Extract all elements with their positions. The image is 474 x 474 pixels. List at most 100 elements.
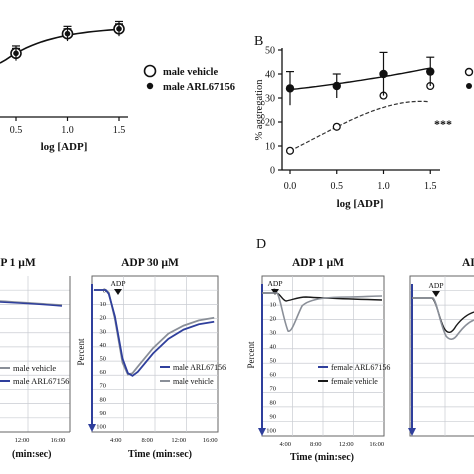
panel-d1-y-tick-label: 60 xyxy=(270,372,277,379)
panel-b-significance: *** xyxy=(434,117,452,131)
panel-a-ticks: 0.5 1.0 1.5 xyxy=(10,117,126,136)
panel-c2-xlabel: Time (min:sec) xyxy=(128,449,192,460)
legend-label-male-arl: male ARL67156 xyxy=(173,363,226,372)
panel-d1-xlabel: Time (min:sec) xyxy=(290,452,354,463)
legend-label-female-arl: female ARL67156 xyxy=(331,363,390,372)
panel-b-fit-curve-filled xyxy=(289,67,429,91)
panel-a-legend: male vehicle male ARL67156 xyxy=(143,64,235,93)
panel-a-point-male-arl xyxy=(64,30,71,37)
panel-b-y-tick-label: 10 xyxy=(265,142,275,153)
panel-c2-legend: male ARL67156 male vehicle xyxy=(160,363,226,386)
panel-c2-y-tick-label: 0 xyxy=(103,288,106,295)
panel-b-legend-filled-marker xyxy=(466,83,472,89)
legend-label-female-vehicle: female vehicle xyxy=(331,377,378,386)
panel-c2-y-tick-label: 60 xyxy=(100,369,107,376)
legend-label-male-vehicle: male vehicle xyxy=(163,67,218,78)
panel-c2-y-tick-label: 100 xyxy=(96,424,106,431)
panel-a-x-tick-label: 1.5 xyxy=(113,125,126,136)
panel-c2-y-tick-label: 20 xyxy=(100,315,107,322)
panel-d1-y-tick-label: 20 xyxy=(270,316,277,323)
panel-c2-x-tick-label: 4:00 xyxy=(110,437,122,444)
panel-c1-xlabel: (min:sec) xyxy=(12,449,51,460)
panel-c1: P 1 µM male vehicle male ARL67156 12:00 … xyxy=(0,257,71,460)
panel-c2-y-tick-label: 90 xyxy=(100,410,107,417)
panel-c2-ylabel: Percent xyxy=(76,338,86,365)
panel-b-y-tick-label: 20 xyxy=(265,118,275,129)
panel-a: 0.5 1.0 1.5 log [ADP] male vehicle male AR… xyxy=(0,20,235,153)
panel-d1-y-tick-label: 70 xyxy=(270,386,277,393)
panel-a-point-male-arl xyxy=(13,50,19,57)
panel-b-x-tick-label: 1.0 xyxy=(377,181,390,192)
panel-b-ylabel: % aggregation xyxy=(254,79,265,141)
panel-b-y-tick-label: 40 xyxy=(265,70,275,81)
panel-b-x-tick-label: 1.5 xyxy=(424,181,437,192)
panel-c1-tick-12: 12:00 xyxy=(15,437,30,444)
panel-d-label: D xyxy=(256,237,266,252)
panel-c2-y-arrow-head xyxy=(88,424,96,432)
panel-d1-trace-female-vehicle xyxy=(262,292,383,302)
panel-c2-x-tick-label: 16:00 xyxy=(203,437,218,444)
panel-d1-y-tick-label: 30 xyxy=(270,330,277,337)
panel-d1-y-tick-label: 50 xyxy=(270,358,277,365)
panel-d1-x-tick-label: 16:00 xyxy=(369,441,384,448)
legend-label-male-arl: male ARL67156 xyxy=(13,376,69,386)
panel-c2-adp-marker-arrow xyxy=(114,289,122,295)
panel-c2-y-ticks: 0 10 20 30 40 50 60 70 80 90 100 xyxy=(96,288,106,431)
panel-c2-x-ticks: 4:00 8:00 12:00 16:00 xyxy=(110,437,218,444)
panel-d2-y-arrow-head xyxy=(408,428,416,436)
panel-a-xlabel: log [ADP] xyxy=(41,141,88,153)
panel-b-point-filled xyxy=(379,69,388,79)
panel-b-x-tick-label: 0.0 xyxy=(284,181,297,192)
panel-d1-adp-marker-label: ADP xyxy=(267,279,282,288)
panel-b-data xyxy=(285,51,435,155)
panel-c2-adp-marker-label: ADP xyxy=(110,279,125,288)
panel-b-y-tick-label: 50 xyxy=(265,46,275,57)
legend-label-male-vehicle: male vehicle xyxy=(173,377,214,386)
panel-d1-x-ticks: 4:00 8:00 12:00 16:00 xyxy=(279,441,384,448)
panel-d1-y-arrow-head xyxy=(258,428,266,436)
panel-d1-adp-marker-arrow xyxy=(271,289,279,295)
panel-c2-y-tick-label: 40 xyxy=(100,342,107,349)
panel-b-label: B xyxy=(254,34,263,49)
panel-d1-y-tick-label: 10 xyxy=(270,302,277,309)
panel-d1-title: ADP 1 µM xyxy=(292,257,344,269)
panel-c1-plot-area xyxy=(0,276,70,432)
panel-b-y-tick-label: 30 xyxy=(265,94,275,105)
panel-d1-grid xyxy=(262,276,384,436)
panel-c1-trace-arl xyxy=(0,301,63,307)
panel-a-point-male-arl xyxy=(116,26,122,32)
panel-c2-title: ADP 30 µM xyxy=(121,257,179,269)
panel-b-point-filled xyxy=(285,84,295,93)
panel-c2-grid xyxy=(92,276,218,432)
panel-c2-x-tick-label: 12:00 xyxy=(171,437,186,444)
panel-a-data xyxy=(0,20,125,64)
panel-a-x-tick-label: 0.5 xyxy=(10,125,23,136)
panel-b-y-tick-label: 0 xyxy=(270,166,275,177)
panel-b-ticks: 0 10 20 30 40 50 0.0 0.5 1.0 1.5 xyxy=(265,46,437,193)
panel-d1-x-tick-label: 4:00 xyxy=(279,441,291,448)
legend-marker-male-vehicle xyxy=(143,64,157,78)
panel-d1-legend: female ARL67156 female vehicle xyxy=(318,363,390,386)
panel-d2-trace-female-arl xyxy=(412,297,474,340)
legend-label-male-vehicle: male vehicle xyxy=(13,363,56,373)
panel-d1-y-tick-label: 80 xyxy=(270,400,277,407)
panel-c2-y-tick-label: 70 xyxy=(100,383,107,390)
panel-c2-y-tick-label: 50 xyxy=(100,356,107,363)
panel-b-x-tick-label: 0.5 xyxy=(331,181,344,192)
panel-b-point-filled xyxy=(426,67,435,76)
panel-c2-y-tick-label: 10 xyxy=(100,301,107,308)
panel-d2-title: AI xyxy=(462,257,474,269)
panel-b-point-open xyxy=(285,146,295,155)
panel-d1-x-tick-label: 8:00 xyxy=(310,441,322,448)
panel-b-legend-open-marker xyxy=(464,67,474,77)
panel-d1-x-tick-label: 12:00 xyxy=(339,441,354,448)
panel-c1-legend: male vehicle male ARL67156 xyxy=(0,363,69,386)
panel-d1-trace-female-arl xyxy=(262,292,383,332)
panel-b-point-open xyxy=(332,122,341,131)
panel-d2-adp-marker-arrow xyxy=(432,291,440,297)
panel-c2-x-tick-label: 8:00 xyxy=(141,437,153,444)
panel-c2-trace-male-arl xyxy=(94,289,215,377)
